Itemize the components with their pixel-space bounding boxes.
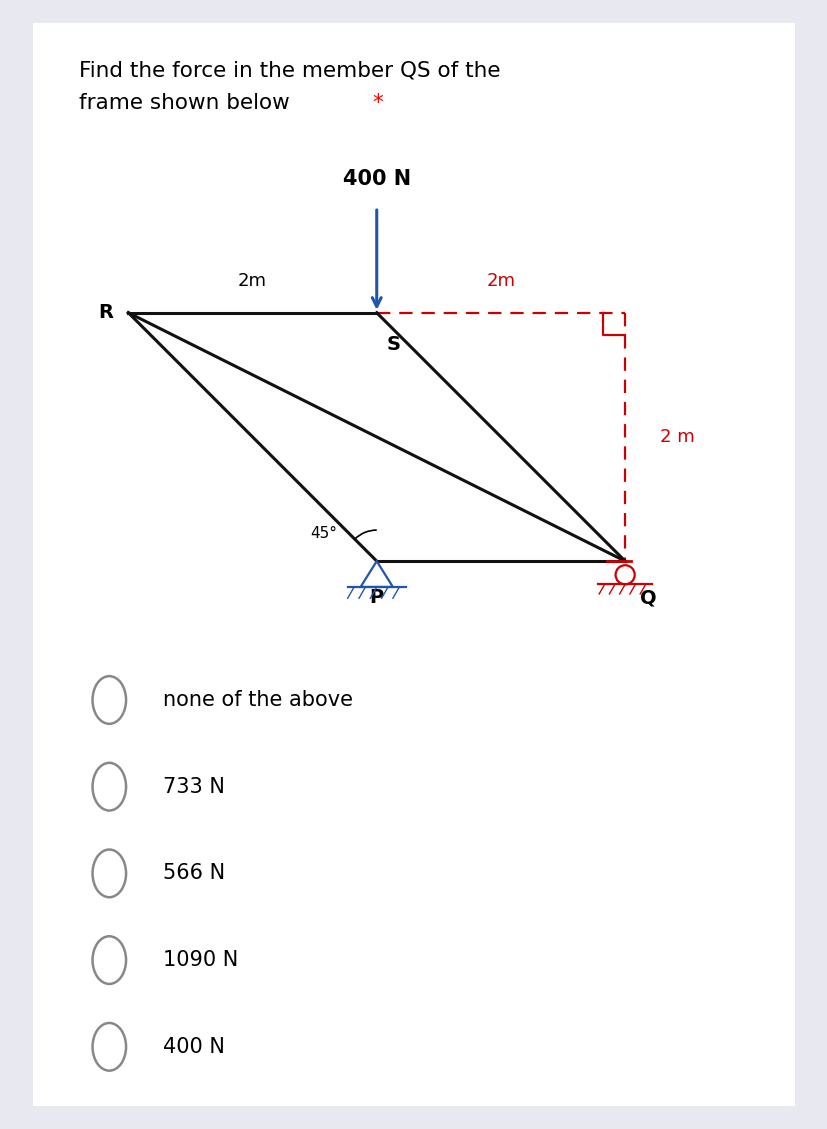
Text: 2m: 2m	[237, 272, 267, 290]
Text: none of the above: none of the above	[162, 690, 352, 710]
Text: 1090 N: 1090 N	[162, 951, 237, 970]
Text: *: *	[371, 93, 382, 113]
Text: P: P	[369, 588, 384, 607]
Text: 2 m: 2 m	[659, 428, 694, 446]
Text: 400 N: 400 N	[162, 1036, 224, 1057]
Text: Find the force in the member QS of the: Find the force in the member QS of the	[79, 61, 500, 80]
Text: frame shown below: frame shown below	[79, 93, 296, 113]
Text: Q: Q	[639, 588, 656, 607]
Text: 45°: 45°	[309, 526, 337, 541]
Text: 566 N: 566 N	[162, 864, 224, 883]
Text: 733 N: 733 N	[162, 777, 224, 797]
Text: 2m: 2m	[485, 272, 515, 290]
Text: S: S	[386, 335, 400, 355]
Text: R: R	[98, 304, 113, 322]
Text: 400 N: 400 N	[342, 168, 410, 189]
